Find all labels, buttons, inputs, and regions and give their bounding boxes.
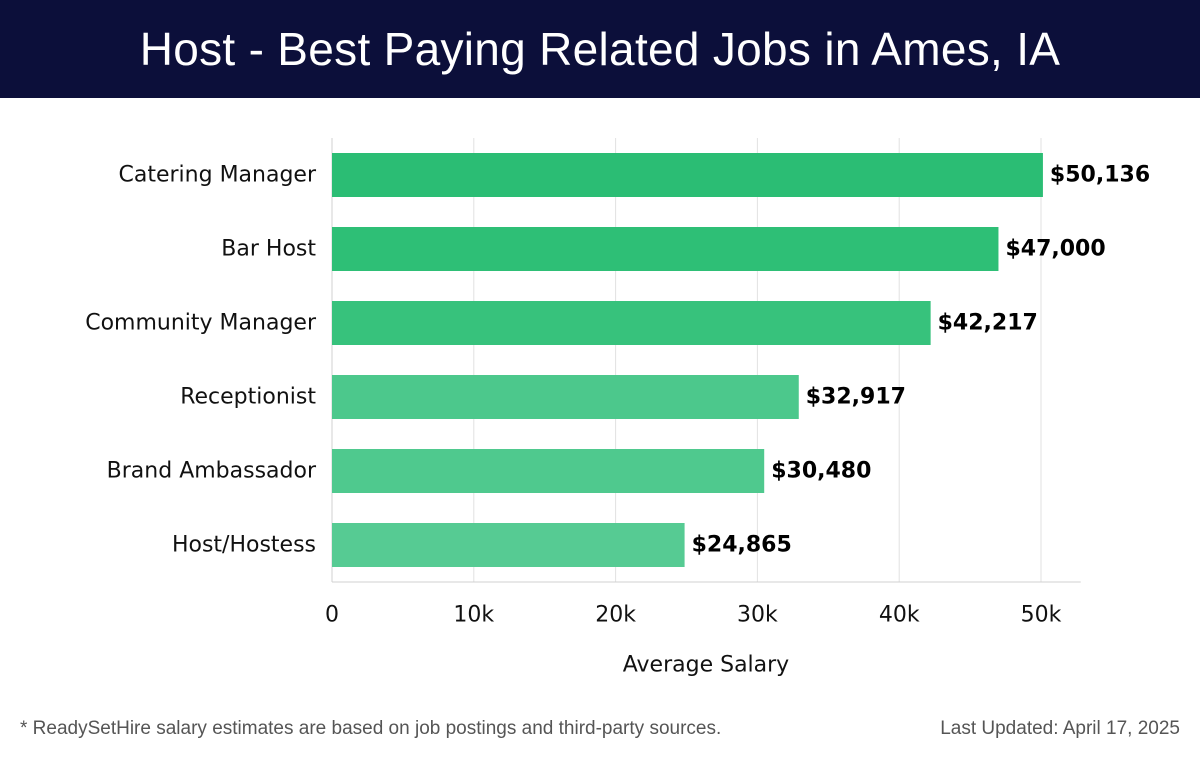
bar-value-label: $42,217 — [938, 311, 1038, 336]
last-updated: Last Updated: April 17, 2025 — [940, 718, 1180, 739]
category-label: Bar Host — [221, 237, 316, 262]
bar-value-label: $47,000 — [1005, 237, 1105, 262]
chart-header: Host - Best Paying Related Jobs in Ames,… — [0, 0, 1200, 98]
bar-value-label: $32,917 — [806, 385, 906, 410]
bar — [332, 375, 799, 419]
category-label: Host/Hostess — [172, 533, 316, 558]
bar — [332, 227, 999, 271]
bar — [332, 301, 931, 345]
salary-bar-chart: Catering Manager $50,136 Bar Host $47,000 Co… — [85, 138, 1150, 678]
x-axis-title: Average Salary — [623, 653, 789, 678]
bar — [332, 523, 685, 567]
footer-note: * ReadySetHire salary estimates are base… — [20, 718, 722, 739]
x-tick-label: 50k — [1021, 603, 1062, 628]
category-label: Catering Manager — [119, 163, 317, 188]
bar-value-label: $24,865 — [692, 533, 792, 558]
x-tick-label: 30k — [737, 603, 778, 628]
x-tick-label: 0 — [325, 603, 339, 628]
bar — [332, 449, 765, 493]
x-tick-label: 20k — [595, 603, 636, 628]
bar-value-label: $30,480 — [771, 459, 871, 484]
bar-value-label: $50,136 — [1050, 163, 1150, 188]
x-tick-label: 10k — [453, 603, 494, 628]
category-label: Receptionist — [180, 385, 316, 410]
category-label: Community Manager — [85, 311, 317, 336]
chart-title: Host - Best Paying Related Jobs in Ames,… — [139, 23, 1061, 75]
bar — [332, 153, 1043, 197]
category-label: Brand Ambassador — [107, 459, 317, 484]
x-tick-label: 40k — [879, 603, 920, 628]
